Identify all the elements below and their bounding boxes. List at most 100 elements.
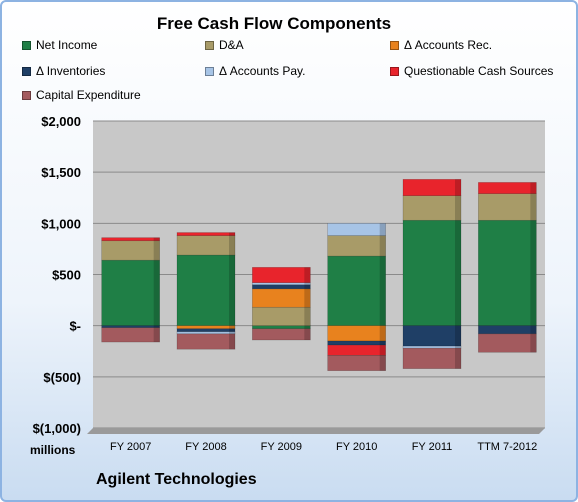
bar-segment-shade bbox=[304, 282, 311, 285]
legend-label: Δ Inventories bbox=[36, 64, 106, 78]
bar-segment-shade bbox=[530, 193, 537, 221]
bar-segment bbox=[478, 182, 537, 194]
bar-segment bbox=[252, 267, 311, 283]
bar-segment bbox=[176, 235, 236, 256]
legend-swatch bbox=[390, 66, 399, 76]
legend-swatch bbox=[22, 66, 31, 76]
bar-segment bbox=[252, 282, 311, 286]
bar-segment-shade bbox=[530, 333, 537, 353]
bar-segment bbox=[252, 284, 311, 290]
y-tick-label: $500 bbox=[52, 268, 81, 283]
bar-segment-shade bbox=[379, 256, 386, 326]
legend-swatch bbox=[390, 40, 399, 50]
bar-segment bbox=[101, 240, 160, 261]
y-tick-label: $1,500 bbox=[41, 165, 81, 180]
bar-segment bbox=[252, 288, 311, 308]
legend-item: Questionable Cash Sources bbox=[390, 64, 553, 78]
bar-segment-shade bbox=[229, 333, 235, 350]
bar-segment bbox=[327, 223, 386, 236]
plot-floor bbox=[87, 428, 545, 434]
bar-segment-shade bbox=[153, 327, 160, 343]
bar-segment-shade bbox=[153, 237, 160, 241]
bar-segment bbox=[327, 355, 386, 371]
y-tick-label: $- bbox=[69, 319, 81, 334]
bar-segment-shade bbox=[304, 267, 311, 283]
x-tick-label: FY 2008 bbox=[185, 441, 226, 453]
bar-segment bbox=[101, 259, 160, 326]
bar-segment bbox=[101, 327, 160, 343]
y-tick-label: $(500) bbox=[43, 370, 81, 385]
bar-segment bbox=[402, 325, 462, 347]
legend-item: Δ Accounts Rec. bbox=[390, 38, 492, 52]
bar-segment bbox=[176, 232, 236, 236]
bar-segment-shade bbox=[304, 325, 311, 329]
bar-segment bbox=[327, 255, 386, 326]
bar-segment-shade bbox=[229, 235, 235, 256]
bar-segment bbox=[402, 195, 462, 221]
bar-segment bbox=[176, 325, 236, 330]
bar-segment bbox=[478, 193, 537, 221]
company-name: Agilent Technologies bbox=[96, 471, 257, 488]
bar-segment-shade bbox=[229, 325, 235, 329]
bar-segment-shade bbox=[455, 179, 461, 196]
legend-label: Δ Accounts Pay. bbox=[219, 64, 306, 78]
bar-segment-shade bbox=[530, 325, 537, 334]
chart-title: Free Cash Flow Components bbox=[156, 14, 392, 33]
bar-segment bbox=[402, 179, 462, 197]
bar-segment bbox=[252, 325, 311, 330]
bar-segment-shade bbox=[379, 355, 386, 371]
legend-swatch bbox=[22, 90, 31, 100]
bar-segment bbox=[478, 333, 537, 353]
x-tick-label: FY 2011 bbox=[412, 441, 453, 453]
legend-item: D&A bbox=[205, 38, 244, 52]
bar-segment bbox=[176, 333, 236, 350]
bar-segment-shade bbox=[455, 348, 461, 369]
bar-segment bbox=[327, 325, 386, 342]
bar-segment bbox=[402, 345, 462, 349]
legend-label: D&A bbox=[219, 38, 244, 52]
x-tick-label: FY 2009 bbox=[261, 441, 302, 453]
bar-segment-shade bbox=[379, 223, 386, 236]
y-tick-label: $2,000 bbox=[41, 114, 81, 129]
legend-item: Δ Inventories bbox=[22, 64, 105, 78]
x-tick-label: FY 2010 bbox=[336, 441, 377, 453]
y-axis-units-label: millions bbox=[30, 443, 76, 457]
bar-segment-shade bbox=[530, 220, 537, 326]
bar-segment bbox=[252, 328, 311, 341]
bar-segment-shade bbox=[153, 325, 160, 328]
bar-segment bbox=[327, 340, 386, 346]
legend-item: Capital Expenditure bbox=[22, 88, 141, 102]
bar-segment-shade bbox=[379, 345, 386, 356]
legend-label: Δ Accounts Rec. bbox=[404, 38, 493, 52]
bar-segment-shade bbox=[229, 232, 235, 236]
bar-segment-shade bbox=[455, 325, 461, 347]
bar-segment-shade bbox=[379, 341, 386, 346]
bar-segment-shade bbox=[379, 235, 386, 257]
bar-segment bbox=[327, 235, 386, 257]
bar-segment bbox=[101, 237, 160, 242]
bar-segment-shade bbox=[379, 325, 386, 342]
y-tick-label: $(1,000) bbox=[33, 421, 81, 436]
bar-segment-shade bbox=[153, 260, 160, 326]
bar-segment-shade bbox=[304, 328, 311, 340]
bar-segment-shade bbox=[455, 346, 461, 349]
bar-segment bbox=[478, 325, 537, 335]
bar-segment bbox=[176, 331, 236, 335]
bar-segment-shade bbox=[229, 255, 235, 326]
y-tick-label: $1,000 bbox=[41, 216, 81, 231]
bar-segment-shade bbox=[229, 328, 235, 332]
bar-segment bbox=[478, 219, 537, 326]
bar-segment-shade bbox=[229, 331, 235, 334]
bar-segment bbox=[176, 254, 236, 326]
bar-segment-shade bbox=[304, 307, 311, 326]
bar-segment bbox=[176, 328, 236, 333]
bar-segment-shade bbox=[455, 195, 461, 221]
x-tick-label: TTM 7-2012 bbox=[477, 441, 537, 453]
legend-item: Net Income bbox=[22, 38, 97, 52]
legend-label: Questionable Cash Sources bbox=[404, 64, 554, 78]
legend-label: Net Income bbox=[36, 38, 98, 52]
bar-segment-shade bbox=[304, 284, 311, 289]
bar-segment bbox=[252, 306, 311, 326]
legend-swatch bbox=[22, 40, 31, 50]
